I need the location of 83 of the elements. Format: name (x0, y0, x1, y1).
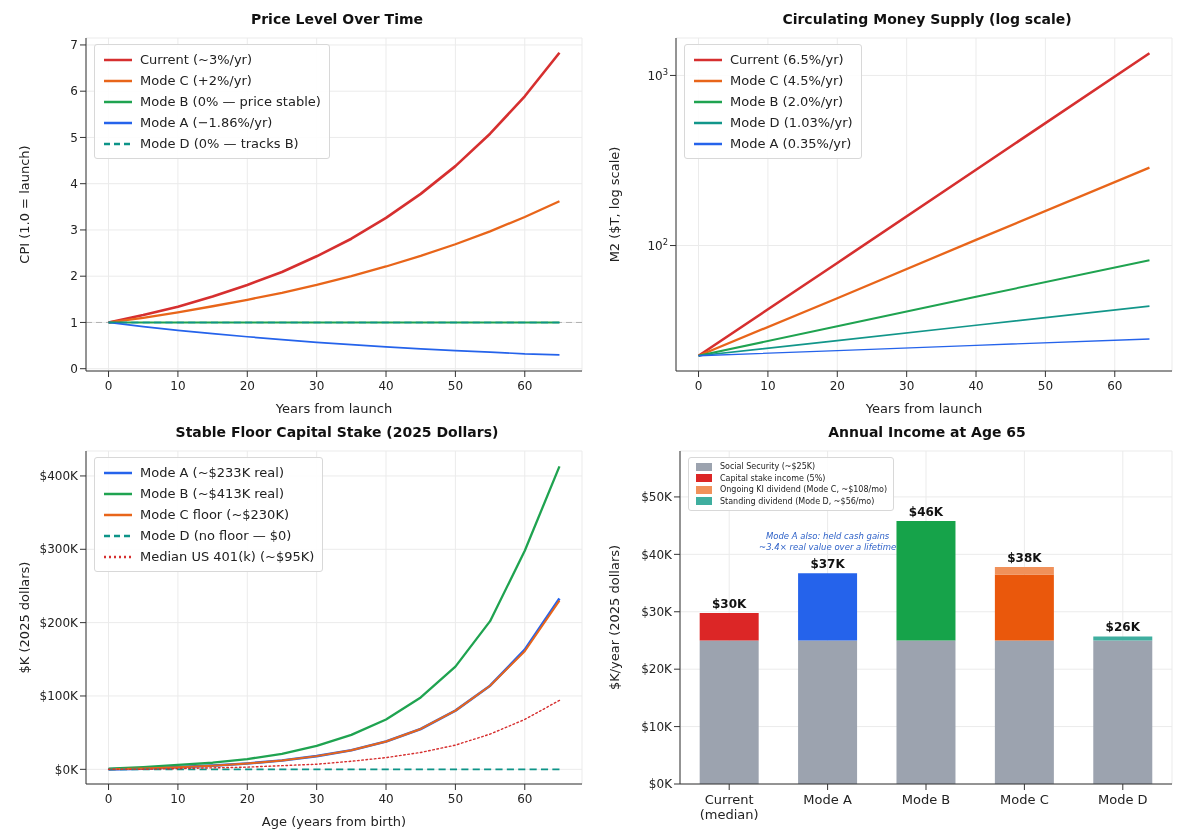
x-tick-label: 50 (447, 791, 464, 806)
y-tick-label: $20K (641, 662, 674, 677)
annotation: Mode A also: held cash gains ~3.4× real value over a lifetime (759, 530, 897, 553)
x-tick-label: Mode D (1098, 792, 1148, 807)
x-tick-label: 50 (1037, 378, 1054, 393)
x-tick-label: 10 (170, 378, 186, 393)
total-label: $46K (908, 505, 944, 520)
legend-label: Mode B (~$413K real) (140, 486, 285, 501)
x-tick-label: Current (median) (699, 792, 759, 822)
total-label: $37K (810, 557, 846, 572)
x-tick-label: Mode C (1000, 792, 1049, 807)
x-tick-label: 20 (239, 791, 255, 806)
x-tick-label: 30 (309, 791, 325, 806)
y-tick-label: $300K (39, 542, 80, 557)
legend-label: Median US 401(k) (~$95K) (140, 549, 315, 564)
x-tick-label: 0 (694, 378, 703, 393)
legend-label: Mode C (+2%/yr) (140, 73, 252, 88)
y-tick-label: 1 (70, 315, 78, 330)
y-tick-label: 5 (70, 130, 78, 145)
legend-label: Mode D (1.03%/yr) (730, 115, 853, 130)
y-axis-title: CPI (1.0 = launch) (16, 145, 32, 264)
y-tick-label: 4 (70, 176, 78, 191)
y-tick-label: 10$^{2}$ (647, 236, 668, 253)
x-tick-label: 60 (517, 791, 533, 806)
y-tick-label: $200K (39, 615, 80, 630)
total-label: $26K (1105, 620, 1141, 635)
legend-label: Current (6.5%/yr) (730, 52, 844, 67)
legend-label: Mode D (no floor — $0) (140, 528, 292, 543)
x-axis-title: Years from launch (864, 401, 983, 416)
x-tick-label: 40 (378, 791, 394, 806)
y-tick-label: $100K (39, 689, 80, 704)
legend-label: Mode C floor (~$230K) (140, 507, 289, 522)
y-tick-label: 10$^{3}$ (647, 66, 668, 83)
x-tick-label: 30 (899, 378, 915, 393)
legend-label: Ongoing KI dividend (Mode C, ~$108/mo) (720, 485, 888, 495)
y-axis-title: $K/year (2025 dollars) (606, 544, 622, 691)
y-tick-label: 6 (70, 84, 78, 99)
chart-title: Stable Floor Capital Stake (2025 Dollars) (174, 423, 500, 442)
legend-label: Mode A (~$233K real) (140, 465, 284, 480)
x-tick-label: 20 (239, 378, 255, 393)
x-tick-label: 60 (1107, 378, 1123, 393)
chart-title: Price Level Over Time (249, 10, 425, 29)
legend-label: Mode C (4.5%/yr) (730, 73, 844, 88)
total-label: $38K (1007, 550, 1043, 565)
legend-label: Mode A (0.35%/yr) (730, 136, 852, 151)
x-tick-label: 60 (517, 378, 533, 393)
y-tick-label: $40K (641, 547, 674, 562)
y-tick-label: 2 (70, 269, 78, 284)
x-tick-label: 0 (104, 791, 113, 806)
x-tick-label: Mode A (803, 792, 852, 807)
chart-title: Circulating Money Supply (log scale) (781, 10, 1073, 29)
y-tick-label: $0K (648, 777, 674, 792)
legend-label: Capital stake income (5%) (720, 473, 826, 483)
x-tick-label: 30 (309, 378, 325, 393)
legend-label: Current (~3%/yr) (140, 52, 253, 67)
x-tick-label: 0 (104, 378, 113, 393)
legend-label: Social Security (~$25K) (720, 462, 816, 472)
y-tick-label: $0K (54, 762, 80, 777)
y-tick-label: $30K (641, 604, 674, 619)
chart-title: Annual Income at Age 65 (827, 423, 1027, 442)
x-tick-label: Mode B (901, 792, 951, 807)
legend-label: Mode B (2.0%/yr) (730, 94, 844, 109)
y-axis-title: M2 ($T, log scale) (606, 146, 622, 263)
legend-label: Mode D (0% — tracks B) (140, 136, 299, 151)
x-axis-title: Years from launch (274, 401, 393, 416)
total-label: $30K (712, 596, 748, 611)
legend-label: Mode A (−1.86%/yr) (140, 115, 273, 130)
y-tick-label: $50K (641, 490, 674, 505)
x-tick-label: 40 (968, 378, 984, 393)
y-tick-label: $400K (39, 469, 80, 484)
legend-label: Mode B (0% — price stable) (140, 94, 321, 109)
y-axis-title: $K (2025 dollars) (16, 561, 32, 674)
x-tick-label: 20 (829, 378, 845, 393)
x-tick-label: 10 (170, 791, 186, 806)
legend-label: Standing dividend (Mode D, ~$56/mo) (720, 496, 875, 506)
y-tick-label: 0 (70, 361, 78, 376)
y-tick-label: 3 (70, 223, 78, 238)
x-axis-title: Age (years from birth) (261, 814, 407, 829)
x-tick-label: 50 (447, 378, 464, 393)
y-tick-label: $10K (641, 719, 674, 734)
y-tick-label: 7 (70, 38, 78, 53)
x-tick-label: 40 (378, 378, 394, 393)
x-tick-label: 10 (760, 378, 776, 393)
